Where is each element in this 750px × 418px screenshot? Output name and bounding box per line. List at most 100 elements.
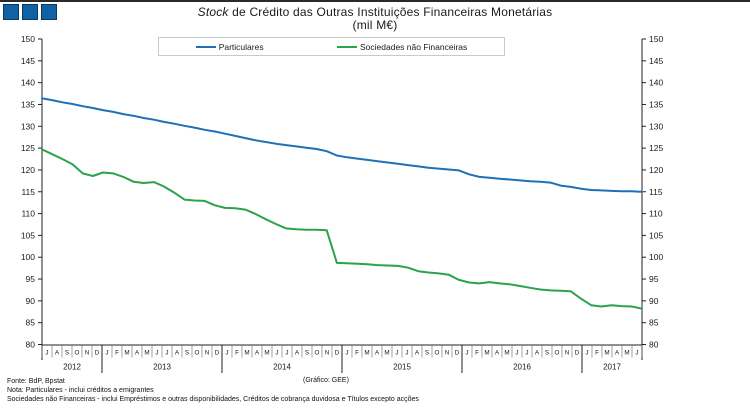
month-label: D	[575, 350, 580, 357]
y-tick-label-right: 105	[649, 230, 663, 240]
chart-subtitle: (mil M€)	[352, 18, 398, 32]
chart-legend: Particulares Sociedades não Financeiras	[158, 37, 505, 56]
month-label: J	[515, 350, 518, 357]
y-tick-label-left: 120	[21, 165, 35, 175]
y-tick-label-right: 80	[649, 340, 659, 350]
month-label: D	[215, 350, 220, 357]
series-line-particulares	[41, 97, 643, 193]
year-label: 2013	[153, 363, 171, 372]
logo-square	[22, 4, 38, 20]
month-label: N	[205, 350, 210, 357]
month-label: J	[465, 350, 468, 357]
month-label: M	[384, 350, 389, 357]
month-label: M	[624, 350, 629, 357]
y-tick-label-right: 85	[649, 318, 659, 328]
month-label: J	[45, 350, 48, 357]
y-tick-label-left: 85	[26, 318, 36, 328]
month-label: J	[105, 350, 108, 357]
year-label: 2017	[603, 363, 621, 372]
month-label: J	[165, 350, 168, 357]
month-label: F	[595, 350, 599, 357]
month-label: D	[95, 350, 100, 357]
y-tick-label-left: 125	[21, 143, 35, 153]
month-label: J	[155, 350, 158, 357]
month-label: N	[85, 350, 90, 357]
footer-notes: Fonte: BdP, Bpstat Nota: Particulares - …	[7, 377, 419, 404]
y-tick-label-left: 90	[26, 296, 36, 306]
y-tick-label-left: 145	[21, 56, 35, 66]
month-label: S	[545, 350, 549, 357]
series-line-sociedades-n-o-financeiras	[41, 148, 643, 310]
month-label: S	[425, 350, 429, 357]
month-label: M	[604, 350, 609, 357]
month-label: M	[264, 350, 269, 357]
month-label: J	[635, 350, 638, 357]
month-label: J	[405, 350, 408, 357]
y-tick-label-left: 115	[21, 187, 35, 197]
month-label: A	[175, 350, 180, 357]
month-label: F	[355, 350, 359, 357]
month-label: N	[445, 350, 450, 357]
month-label: A	[415, 350, 420, 357]
month-label: N	[325, 350, 330, 357]
footer-source: Fonte: BdP, Bpstat	[7, 378, 65, 385]
chart-title: Stock de Crédito das Outras Instituições…	[0, 6, 750, 19]
month-label: J	[225, 350, 228, 357]
y-tick-label-left: 95	[26, 274, 36, 284]
month-label: D	[455, 350, 460, 357]
month-label: N	[565, 350, 570, 357]
month-label: M	[244, 350, 249, 357]
month-label: J	[395, 350, 398, 357]
y-tick-label-right: 100	[649, 252, 663, 262]
y-tick-label-left: 140	[21, 78, 35, 88]
month-label: A	[375, 350, 380, 357]
y-tick-label-left: 130	[21, 121, 35, 131]
month-label: J	[585, 350, 588, 357]
month-label: O	[315, 350, 320, 357]
month-label: J	[345, 350, 348, 357]
y-tick-label-right: 130	[649, 121, 663, 131]
month-label: M	[484, 350, 489, 357]
month-label: M	[124, 350, 129, 357]
month-label: A	[135, 350, 140, 357]
month-label: O	[195, 350, 200, 357]
year-label: 2016	[513, 363, 531, 372]
legend-label: Particulares	[218, 41, 264, 52]
month-label: M	[144, 350, 149, 357]
y-tick-label-right: 90	[649, 296, 659, 306]
legend-item-particulares: Particulares	[195, 41, 264, 52]
month-label: A	[255, 350, 260, 357]
y-tick-label-right: 95	[649, 274, 659, 284]
month-label: J	[285, 350, 288, 357]
three-squares-logo	[3, 4, 57, 20]
y-tick-label-right: 125	[649, 143, 663, 153]
month-label: S	[305, 350, 309, 357]
month-label: F	[115, 350, 119, 357]
y-tick-label-left: 80	[26, 340, 36, 350]
year-label: 2014	[273, 363, 291, 372]
y-tick-label-right: 115	[649, 187, 663, 197]
month-label: O	[435, 350, 440, 357]
month-label: A	[535, 350, 540, 357]
month-label: S	[185, 350, 189, 357]
legend-item-sociedades: Sociedades não Financeiras	[337, 42, 467, 52]
month-label: A	[495, 350, 500, 357]
y-tick-label-right: 150	[649, 34, 663, 44]
month-label: D	[335, 350, 340, 357]
y-tick-label-left: 110	[21, 209, 35, 219]
y-tick-label-right: 140	[649, 78, 663, 88]
legend-label: Sociedades não Financeiras	[360, 41, 468, 52]
month-label: M	[364, 350, 369, 357]
legend-line-swatch-green	[337, 45, 358, 48]
month-label: J	[525, 350, 528, 357]
top-border-line	[0, 0, 750, 2]
month-label: F	[475, 350, 479, 357]
year-label: 2012	[63, 363, 81, 372]
y-tick-label-left: 105	[21, 230, 35, 240]
y-tick-label-right: 145	[649, 56, 663, 66]
y-tick-label-left: 135	[21, 99, 35, 109]
year-label: 2015	[393, 363, 411, 372]
